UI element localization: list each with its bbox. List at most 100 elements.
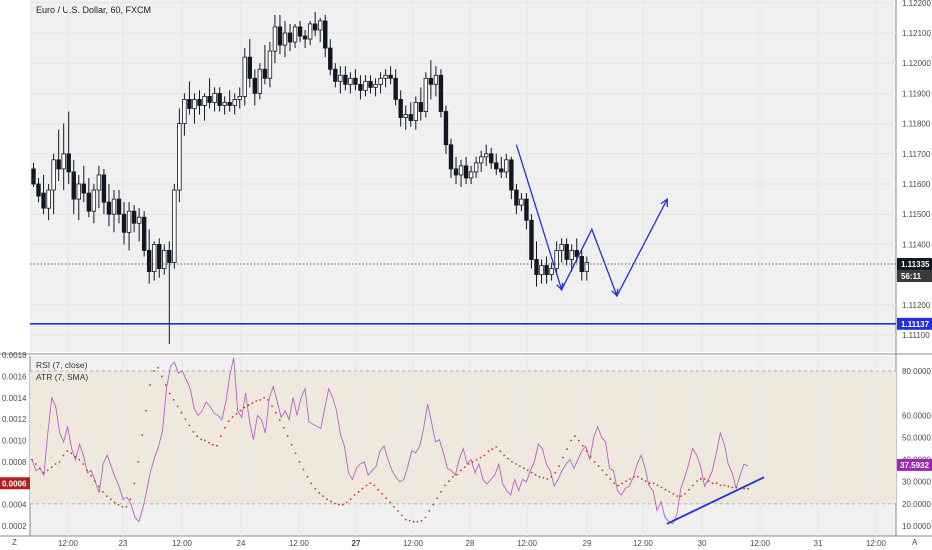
candle-bearish: [106, 201, 112, 215]
candle-bullish: [111, 198, 117, 215]
candle-bearish: [197, 99, 202, 106]
atr-point: [400, 514, 403, 517]
rsi-overbought-oversold-band: [30, 371, 896, 504]
atr-tick-label: 0.0012: [2, 415, 27, 424]
atr-point: [459, 469, 462, 472]
atr-point: [444, 484, 446, 487]
atr-point: [141, 434, 144, 437]
atr-point: [640, 478, 643, 480]
atr-tick-label: 0.0010: [2, 437, 27, 446]
atr-point: [326, 498, 328, 501]
pattern-projection-line[interactable]: [515, 144, 668, 298]
legend-atr[interactable]: ATR (7, SMA): [36, 372, 88, 382]
atr-point: [440, 490, 442, 493]
atr-point: [428, 510, 431, 512]
atr-point: [314, 487, 317, 490]
candle-bullish: [584, 262, 589, 272]
atr-point: [601, 469, 604, 472]
atr-point: [452, 475, 454, 478]
atr-point: [294, 452, 297, 455]
candle-bullish: [152, 243, 157, 272]
atr-point: [542, 477, 545, 479]
atr-point: [570, 439, 572, 442]
candle-bearish: [453, 168, 459, 176]
candle-bearish: [247, 56, 252, 79]
atr-point: [168, 392, 171, 395]
candle-bearish: [297, 26, 303, 37]
atr-tick-label: 0.0004: [2, 501, 27, 510]
legend-rsi[interactable]: RSI (7, close): [36, 360, 88, 370]
candle-bearish: [524, 198, 529, 221]
candle-bearish: [56, 159, 61, 170]
atr-point: [275, 411, 277, 414]
atr-point: [338, 503, 340, 506]
atr-point: [605, 473, 608, 476]
last-price-tag-bg: [897, 258, 932, 271]
atr-point: [278, 419, 281, 422]
atr-point: [157, 366, 159, 369]
atr-point: [381, 493, 383, 495]
atr-point: [436, 497, 439, 500]
atr-point: [235, 412, 238, 415]
rsi-divergence-trendline[interactable]: [666, 476, 765, 525]
candle-bullish: [232, 99, 237, 106]
atr-point: [160, 375, 163, 378]
atr-point: [31, 458, 33, 461]
price-pane[interactable]: [30, 0, 896, 352]
atr-tick-label: 0.0018: [2, 351, 27, 360]
atr-point: [743, 487, 745, 490]
atr-point: [117, 503, 120, 506]
atr-point: [503, 454, 505, 457]
atr-point: [98, 485, 100, 488]
timezone-corner-label[interactable]: Z: [12, 538, 17, 547]
candle-bullish: [478, 156, 484, 164]
candle-bearish: [408, 114, 413, 121]
candle-bearish: [302, 35, 308, 40]
candle-bearish: [157, 243, 162, 269]
candle-bearish: [323, 20, 328, 49]
rsi-tick-label: 60.0000: [902, 411, 931, 420]
atr-point: [271, 405, 273, 408]
candle-bearish: [463, 165, 469, 179]
auto-scale-corner-label[interactable]: A: [912, 538, 918, 547]
atr-point: [62, 454, 65, 457]
candle-bearish: [252, 77, 258, 94]
candle-bullish: [519, 198, 524, 206]
candle-bearish: [227, 102, 232, 106]
time-tick-day-label: 28: [466, 539, 475, 548]
atr-point: [94, 480, 96, 482]
candle-bearish: [86, 192, 92, 212]
candle-bearish: [489, 153, 494, 164]
atr-point: [534, 473, 537, 476]
candle-bullish: [267, 50, 273, 79]
atr-point: [644, 480, 647, 482]
atr-point: [310, 482, 313, 485]
atr-point: [609, 478, 612, 480]
atr-point: [42, 471, 45, 474]
atr-point: [585, 450, 588, 453]
atr-point: [247, 404, 250, 407]
candle-bullish: [76, 183, 81, 200]
rsi-line[interactable]: [31, 357, 749, 525]
time-tick-label: 12:00: [403, 539, 424, 548]
support-price-tag-bg: [897, 317, 932, 330]
atr-point: [448, 480, 450, 482]
candle-bearish: [207, 96, 212, 103]
atr-point: [597, 465, 600, 467]
atr-point: [180, 411, 183, 414]
candle-bullish: [549, 268, 554, 275]
bar-countdown-tag: 56:11: [901, 272, 922, 281]
atr-point: [86, 469, 88, 472]
candle-bearish: [353, 77, 358, 85]
atr-point: [664, 488, 667, 491]
candle-bullish: [378, 77, 383, 85]
atr-point: [558, 465, 561, 467]
candle-bullish: [202, 96, 207, 106]
atr-point: [487, 450, 490, 453]
atr-point: [145, 409, 148, 412]
atr-tick-label: 0.0014: [2, 394, 27, 403]
atr-point: [617, 484, 620, 487]
atr-point: [432, 503, 435, 506]
atr-point: [58, 461, 61, 463]
